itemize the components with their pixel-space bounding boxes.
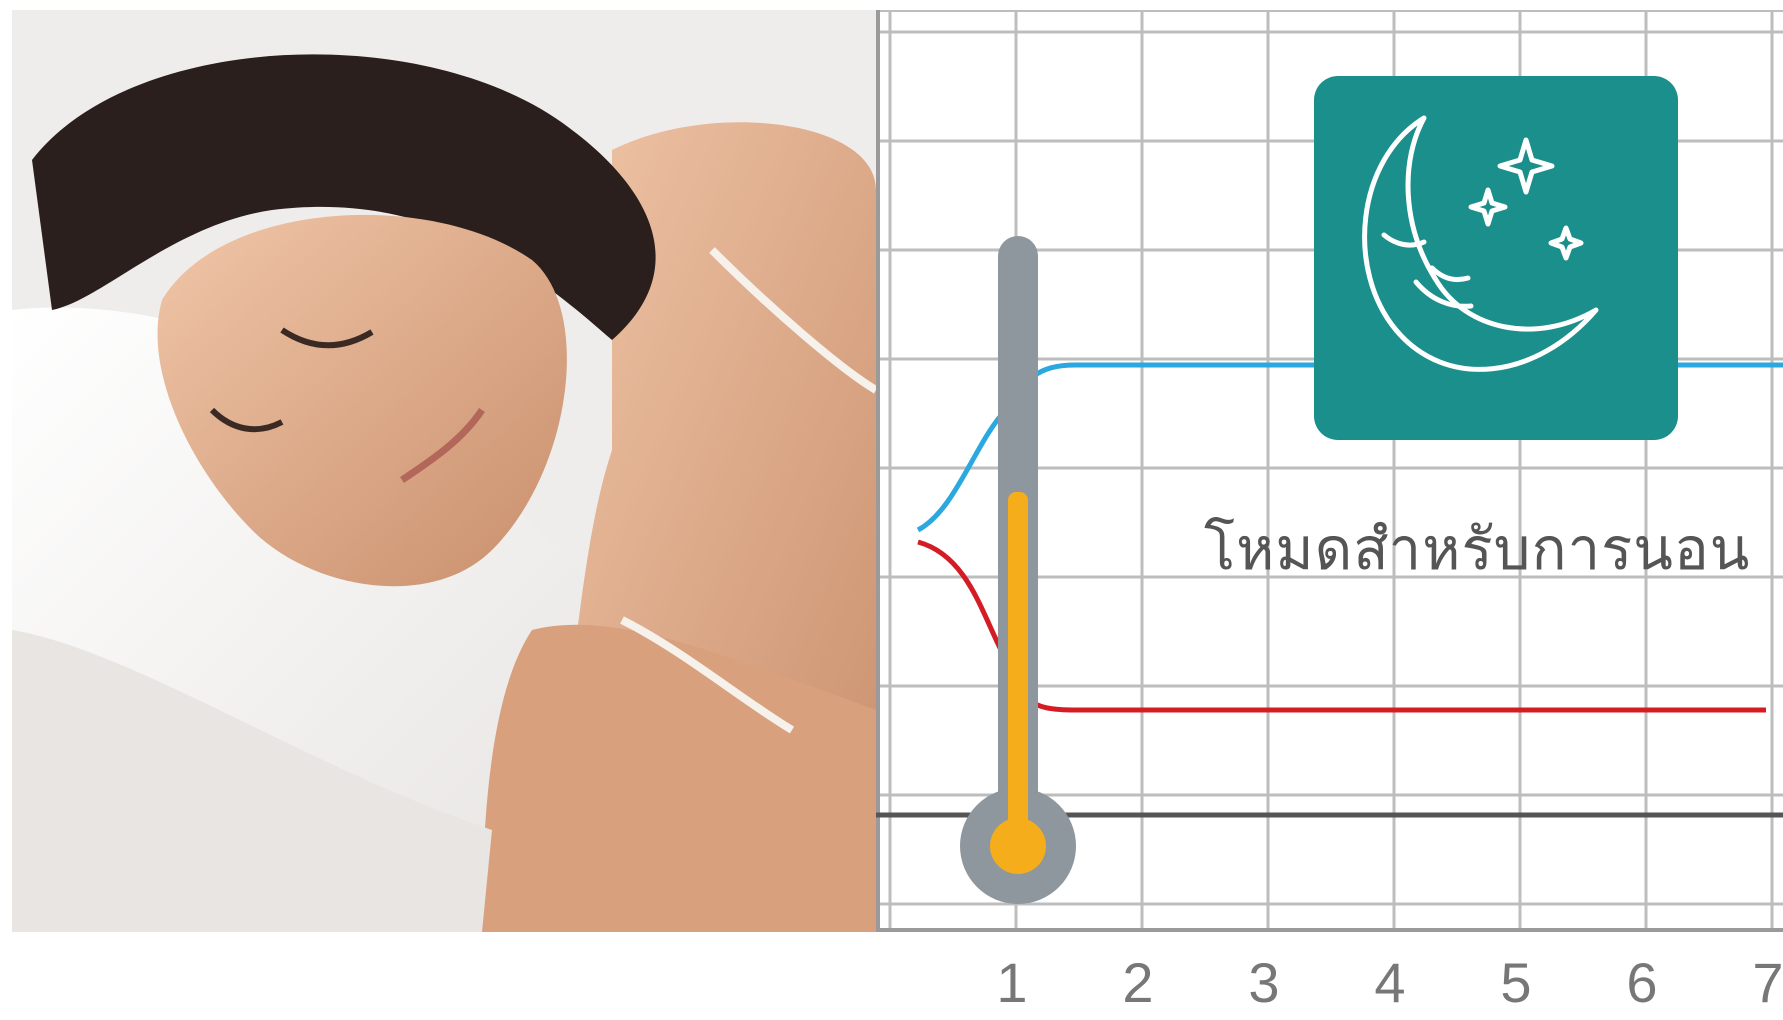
x-tick-label: 7 [1752, 951, 1783, 1014]
x-tick-label: 4 [1374, 951, 1406, 1014]
sleep-mode-label: โหมดสำหรับการนอน [1204, 515, 1751, 583]
thermometer-fill [1008, 492, 1028, 852]
x-tick-label: 2 [1122, 951, 1154, 1014]
sleeping-woman-photo [12, 10, 876, 932]
x-tick-label: 3 [1248, 951, 1280, 1014]
thermometer-bulb-fill [990, 818, 1046, 874]
sleep-mode-card [1314, 76, 1678, 440]
x-tick-label: 6 [1626, 951, 1658, 1014]
temperature-chart [876, 10, 1783, 932]
x-tick-label: 1 [996, 951, 1028, 1014]
moon-stars-icon [1362, 115, 1599, 372]
x-tick-label: 5 [1500, 951, 1532, 1014]
